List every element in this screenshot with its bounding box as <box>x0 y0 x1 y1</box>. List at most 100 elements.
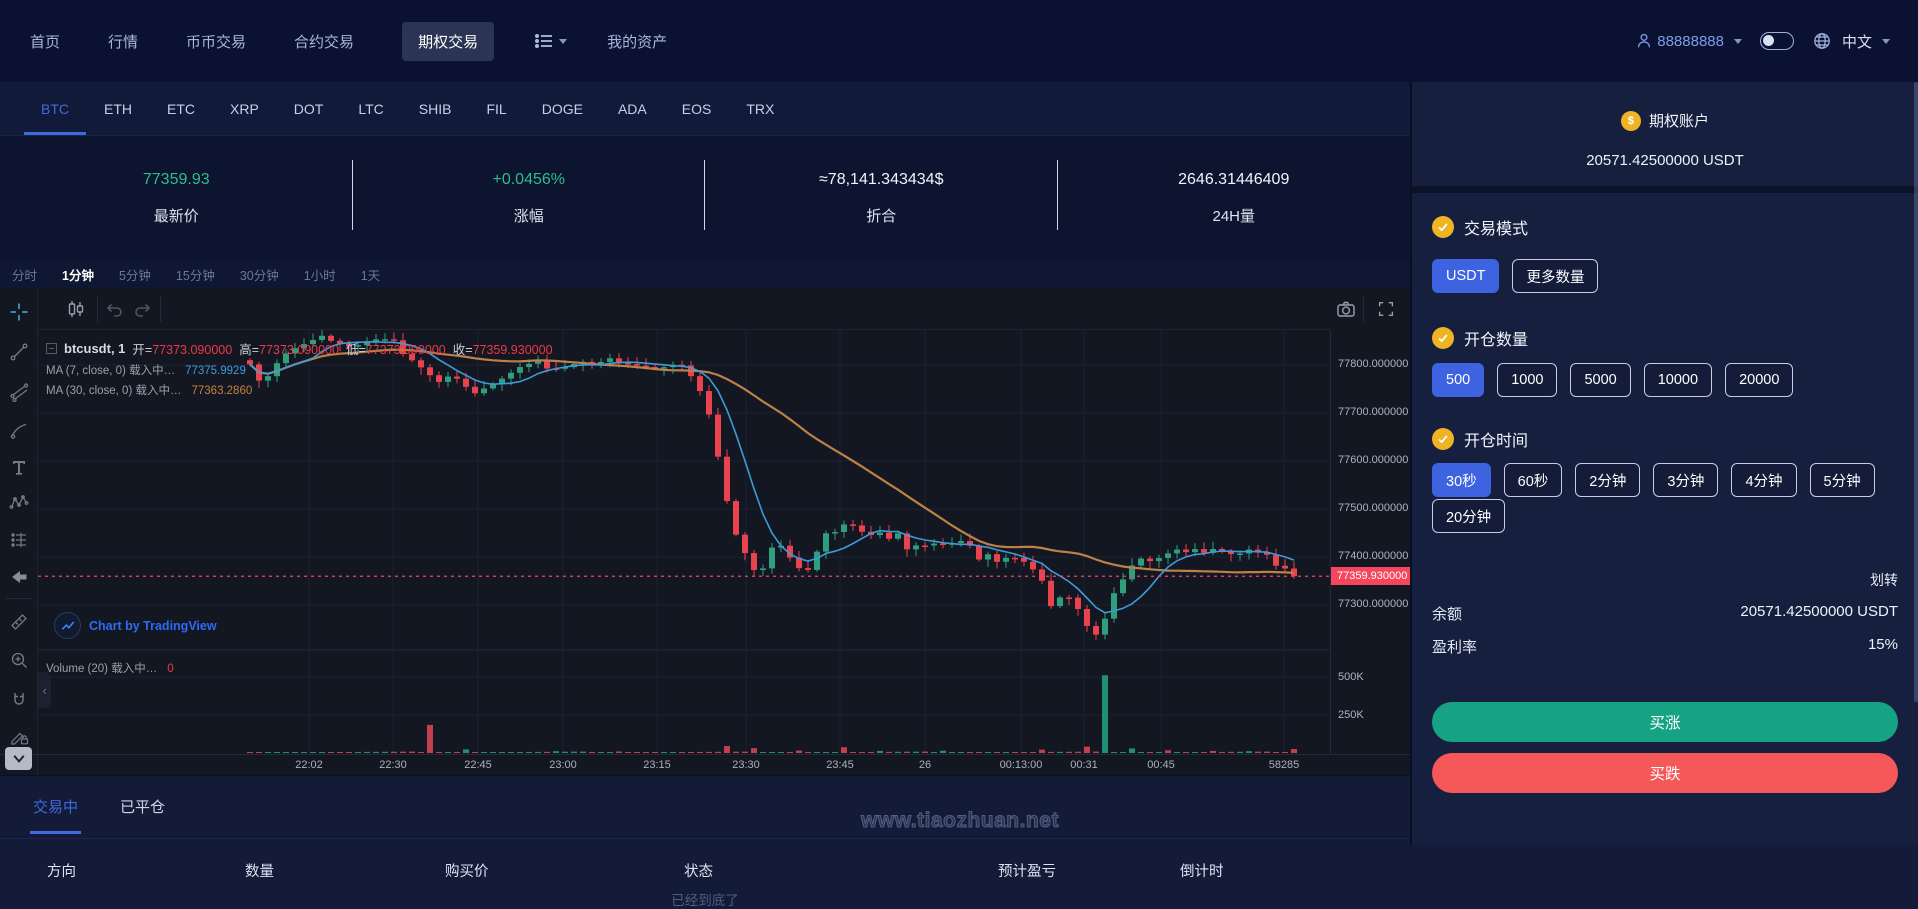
nav-item-币币交易[interactable]: 币币交易 <box>186 33 247 51</box>
nav-menu-button[interactable] <box>534 32 568 50</box>
open-time-options-row1: 30秒 60秒 2分钟 3分钟 4分钟 5分钟 <box>1432 463 1875 497</box>
option-20分钟[interactable]: 20分钟 <box>1432 499 1506 533</box>
magnet-icon[interactable] <box>7 688 31 712</box>
text-tool-icon[interactable] <box>7 455 31 479</box>
brush-icon[interactable] <box>7 418 31 442</box>
option-20000[interactable]: 20000 <box>1725 363 1794 397</box>
coin-tab-LTC[interactable]: LTC <box>358 100 384 117</box>
check-circle-icon <box>1432 428 1454 450</box>
camera-icon[interactable] <box>1334 297 1358 321</box>
timeframe-30分钟[interactable]: 30分钟 <box>239 268 279 283</box>
option-5000[interactable]: 5000 <box>1570 363 1631 397</box>
coin-tab-SHIB[interactable]: SHIB <box>418 100 452 117</box>
option-USDT[interactable]: USDT <box>1432 259 1500 293</box>
coin-tabs: BTC ETH ETC XRP DOT LTC SHIB FIL DOGE ADA EOS TRX <box>0 82 1410 136</box>
coin-tab-ETC[interactable]: ETC <box>167 100 195 117</box>
col-header-倒计时: 倒计时 <box>1180 864 1224 880</box>
undo-icon[interactable] <box>102 297 126 321</box>
timeframe-1小时[interactable]: 1小时 <box>303 268 336 283</box>
timeframe-5分钟[interactable]: 5分钟 <box>118 268 151 283</box>
option-2分钟[interactable]: 2分钟 <box>1575 463 1641 497</box>
tradingview-link[interactable]: Chart by TradingView <box>89 618 217 633</box>
candles-style-icon[interactable] <box>64 297 88 321</box>
nav-item-首页[interactable]: 首页 <box>30 33 61 51</box>
nav-item-my-assets[interactable]: 我的资产 <box>607 33 668 51</box>
nav-item-行情[interactable]: 行情 <box>108 33 139 51</box>
crosshair-icon[interactable] <box>7 300 31 324</box>
fullscreen-icon[interactable] <box>1374 297 1398 321</box>
toolbar-divider <box>1363 296 1364 322</box>
arrow-left-icon[interactable] <box>7 565 31 589</box>
user-menu[interactable]: 88888888 <box>1635 32 1724 50</box>
coin-tab-XRP[interactable]: XRP <box>230 100 259 117</box>
coin-tab-BTC[interactable]: BTC <box>24 82 86 135</box>
zoom-in-icon[interactable] <box>7 648 31 672</box>
chart-panel: 77359.930000 77800.000000 77700.000000 776… <box>0 288 1411 775</box>
chevron-down-icon[interactable] <box>1733 38 1742 44</box>
coin-tab-ETH[interactable]: ETH <box>104 100 132 117</box>
xabcd-pattern-icon[interactable] <box>7 491 31 515</box>
tradingview-logo-icon[interactable] <box>54 612 81 639</box>
toggle-knob <box>1762 34 1775 47</box>
coin-tab-DOGE[interactable]: DOGE <box>541 100 583 117</box>
coin-tab-ADA[interactable]: ADA <box>617 100 647 117</box>
volume-legend: Volume (20) 载入中… 0 <box>46 663 174 675</box>
option-60秒[interactable]: 60秒 <box>1503 463 1563 497</box>
stat-涨幅: +0.0456% 涨幅 <box>353 136 706 260</box>
timeframe-分时[interactable]: 分时 <box>12 268 38 283</box>
ruler-icon[interactable] <box>7 610 31 634</box>
time-axis-label: 23:45 <box>826 759 854 771</box>
language-selector[interactable]: 中文 <box>1841 33 1872 51</box>
theme-toggle[interactable] <box>1759 32 1794 50</box>
forecast-position-icon[interactable] <box>7 528 31 552</box>
timeframe-15分钟[interactable]: 15分钟 <box>175 268 215 283</box>
tab-closed[interactable]: 已平仓 <box>120 799 166 816</box>
time-axis-label: 00:13:00 <box>999 759 1043 771</box>
draw-lock-icon[interactable] <box>7 724 31 748</box>
time-scale[interactable]: 22:02 22:30 22:45 23:00 23:15 23:30 23:45 26 00:… <box>38 755 1330 775</box>
buy-down-button[interactable]: 买跌 <box>1432 753 1898 793</box>
trade-mode-options: USDT 更多数量 <box>1432 259 1599 293</box>
fib-lines-icon[interactable] <box>7 380 31 404</box>
list-icon <box>535 34 553 48</box>
timeframe-1天[interactable]: 1天 <box>360 268 381 283</box>
collapse-legend-icon[interactable] <box>46 343 57 354</box>
redo-icon[interactable] <box>131 297 155 321</box>
timeframe-1分钟[interactable]: 1分钟 <box>62 268 94 283</box>
coin-tab-DOT[interactable]: DOT <box>293 100 324 117</box>
col-header-预计盈亏: 预计盈亏 <box>998 864 1056 880</box>
option-500[interactable]: 500 <box>1432 363 1485 397</box>
balance-value: 20571.42500000 USDT <box>1740 603 1898 620</box>
option-4分钟[interactable]: 4分钟 <box>1731 463 1797 497</box>
option-10000[interactable]: 10000 <box>1643 363 1713 397</box>
stat-value: ≈78,141.343434$ <box>819 170 944 188</box>
candlestick-plot[interactable] <box>38 330 1330 755</box>
price-scale[interactable]: 77359.930000 77800.000000 77700.000000 776… <box>1330 330 1411 755</box>
option-3分钟[interactable]: 3分钟 <box>1653 463 1719 497</box>
toolbar-collapse-chevron[interactable] <box>5 747 32 770</box>
account-title: 期权账户 <box>1648 113 1709 130</box>
time-axis-label: 26 <box>918 759 932 771</box>
coin-tab-EOS[interactable]: EOS <box>681 100 712 117</box>
high-value: 77373.090000 <box>259 343 339 357</box>
stat-value: +0.0456% <box>492 170 565 188</box>
option-更多数量[interactable]: 更多数量 <box>1512 259 1599 293</box>
coin-tab-TRX[interactable]: TRX <box>746 100 775 117</box>
trend-line-icon[interactable] <box>7 340 31 364</box>
option-5分钟[interactable]: 5分钟 <box>1809 463 1875 497</box>
nav-item-合约交易[interactable]: 合约交易 <box>294 33 355 51</box>
option-30秒[interactable]: 30秒 <box>1432 463 1491 497</box>
option-1000[interactable]: 1000 <box>1497 363 1558 397</box>
coin-tab-FIL[interactable]: FIL <box>486 100 507 117</box>
drawing-toolbar <box>0 288 38 775</box>
scrollbar[interactable] <box>1914 82 1918 702</box>
tab-trading[interactable]: 交易中 <box>30 796 82 834</box>
tradingview-attribution: Chart by TradingView <box>54 612 217 639</box>
axis-divider <box>0 754 1410 755</box>
buy-up-button[interactable]: 买涨 <box>1432 702 1898 742</box>
globe-icon[interactable] <box>1812 31 1832 51</box>
transfer-link[interactable]: 划转 <box>1870 572 1898 588</box>
nav-item-期权交易[interactable]: 期权交易 <box>402 21 495 61</box>
panel-collapse-handle[interactable]: ‹ <box>38 672 51 708</box>
